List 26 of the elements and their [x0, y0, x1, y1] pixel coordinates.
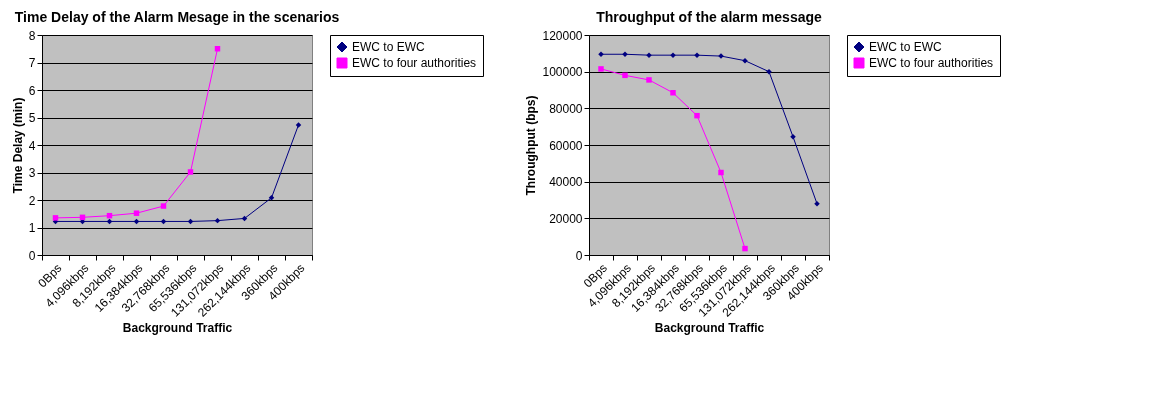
- y-tick-label: 7: [28, 56, 36, 70]
- y-tick-label: 8: [28, 28, 36, 43]
- legend-label: EWC to EWC: [869, 40, 942, 54]
- y-tick-label: 20000: [549, 211, 583, 226]
- legend-label: EWC to four authorities: [352, 56, 477, 70]
- chart-title: Throughput of the alarm message: [596, 9, 822, 25]
- x-axis-title: Background Traffic: [122, 320, 233, 335]
- y-tick-label: 80000: [549, 101, 583, 116]
- y-tick-label: 5: [28, 111, 36, 125]
- y-axis-title: Time Delay (min): [10, 97, 25, 194]
- y-tick-label: 100000: [542, 65, 583, 80]
- y-tick-label: 1: [28, 221, 36, 235]
- y-tick-label: 6: [28, 83, 36, 98]
- y-axis-title: Throughput (bps): [524, 95, 539, 196]
- y-tick-label: 0: [28, 248, 36, 263]
- y-tick-label: 2: [28, 193, 36, 208]
- y-tick-label: 4: [28, 138, 36, 153]
- y-tick-label: 40000: [549, 175, 583, 190]
- x-axis-title: Background Traffic: [654, 320, 765, 335]
- legend-label: EWC to EWC: [352, 40, 425, 54]
- legend-label: EWC to four authorities: [869, 56, 994, 70]
- y-tick-label: 0: [575, 248, 583, 263]
- y-tick-label: 120000: [542, 28, 583, 43]
- chart-title: Time Delay of the Alarm Mesage in the scenarios: [14, 9, 340, 25]
- y-tick-label: 3: [28, 166, 36, 180]
- y-tick-label: 60000: [549, 138, 583, 153]
